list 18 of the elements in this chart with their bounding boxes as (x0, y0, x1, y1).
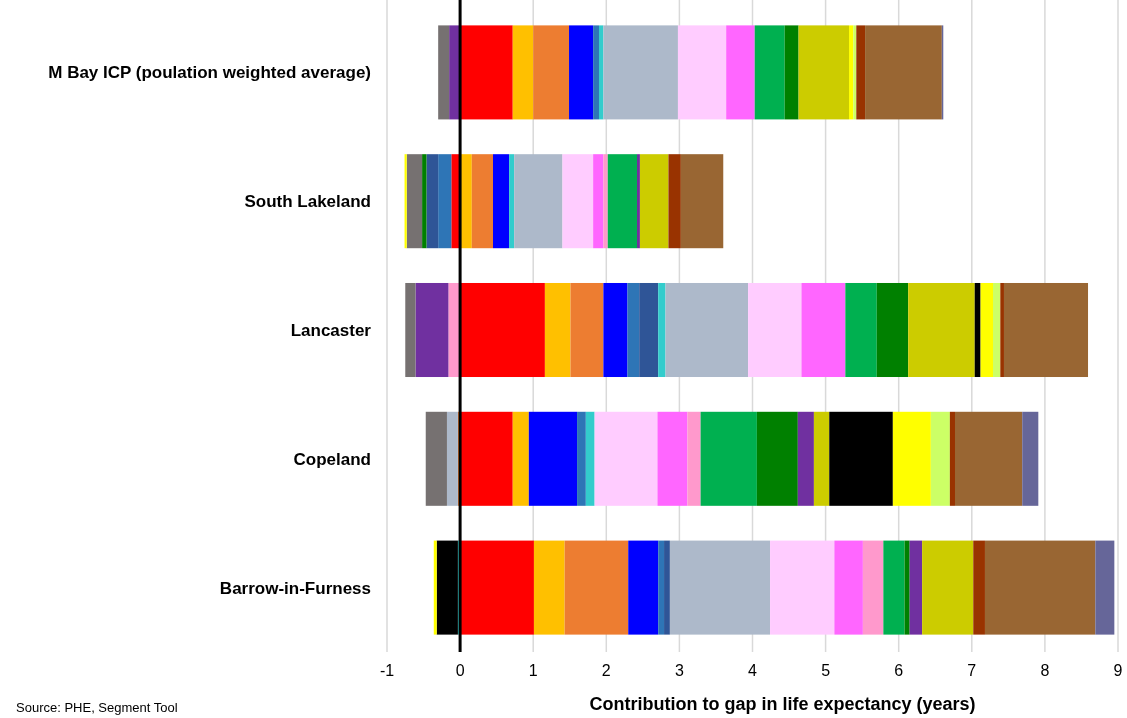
x-tick-label: 1 (528, 662, 538, 679)
y-tick-label: Lancaster (290, 320, 372, 340)
x-tick-label: 9 (1113, 662, 1123, 679)
y-tick-label: Copeland (293, 449, 371, 469)
x-tick-label: 2 (601, 662, 611, 679)
y-tick-label: Barrow-in-Furness (219, 578, 371, 598)
x-tick-label: 4 (748, 662, 758, 679)
source-note: Source: PHE, Segment Tool (16, 700, 178, 715)
x-tick-label: 8 (1040, 662, 1050, 679)
x-tick-label: 6 (894, 662, 904, 679)
x-tick-label: -1 (379, 662, 395, 679)
x-tick-label: 5 (821, 662, 831, 679)
x-tick-label: 0 (455, 662, 465, 679)
y-tick-label: South Lakeland (244, 192, 371, 212)
x-axis-title: Contribution to gap in life expectancy (years) (589, 694, 976, 714)
x-tick-label: 3 (674, 662, 684, 679)
y-tick-label: M Bay ICP (poulation weighted average) (48, 63, 371, 83)
x-tick-label: 7 (967, 662, 977, 679)
